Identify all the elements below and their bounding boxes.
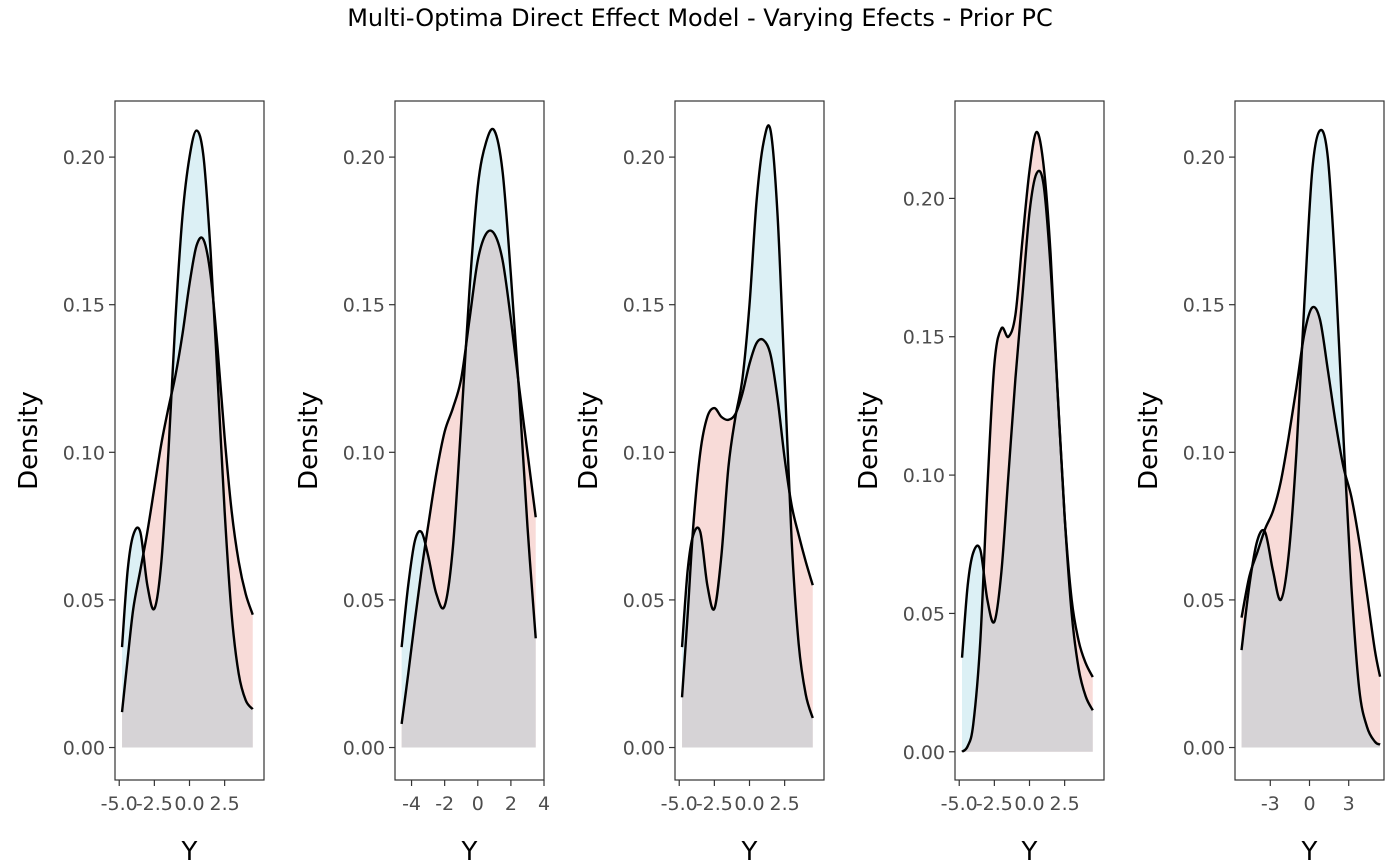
y-tick-label: 0.10 [1183, 442, 1225, 464]
y-axis-label: Density [854, 391, 884, 490]
density-overlap-area [401, 230, 536, 748]
y-tick-label: 0.00 [63, 738, 105, 760]
x-tick-label: 0.0 [1014, 793, 1044, 815]
x-tick-label: -2.5 [136, 793, 173, 815]
y-tick-label: 0.15 [343, 295, 385, 317]
y-tick-label: 0.20 [1183, 147, 1225, 169]
panel-5: 0.00 0.05 0.10 0.15 0.20 -3 0 3 Y Density [1134, 100, 1385, 865]
x-tick-label: 0.0 [734, 793, 764, 815]
x-tick-label: 3 [1343, 793, 1355, 815]
x-axis-label: Y [181, 837, 198, 865]
x-axis-label: Y [1021, 837, 1038, 865]
panel-3: 0.00 0.05 0.10 0.15 0.20 -5.0-2.5 0.0 2.5 Y Densi… [574, 100, 825, 865]
y-tick-label: 0.05 [1183, 590, 1225, 612]
y-tick-label: 0.05 [343, 590, 385, 612]
x-axis-label: Y [741, 837, 758, 865]
y-tick-label: 0.20 [903, 188, 945, 210]
density-line-2 [680, 337, 814, 698]
y-tick-label: 0.20 [63, 147, 105, 169]
x-tick-label: 2.5 [210, 793, 240, 815]
y-axis-label: Density [1134, 391, 1164, 490]
y-tick-label: 0.00 [623, 738, 665, 760]
y-tick-label: 0.00 [343, 738, 385, 760]
panel-2: 0.00 0.05 0.10 0.15 0.20 -4 -2 0 2 4 Y Density [294, 100, 550, 865]
y-tick-label: 0.10 [63, 442, 105, 464]
panel-border [394, 100, 545, 781]
chart-title: Multi-Optima Direct Effect Model - Varyi… [347, 4, 1053, 32]
panel-plot-area [680, 124, 814, 748]
x-tick-label: -5.0 [101, 793, 138, 815]
x-tick-label: 4 [538, 793, 550, 815]
y-tick-label: 0.05 [903, 603, 945, 625]
y-tick-label: 0.15 [623, 295, 665, 317]
y-tick-label: 0.00 [1183, 738, 1225, 760]
y-tick-label: 0.10 [343, 442, 385, 464]
x-tick-label: -5.0 [941, 793, 978, 815]
y-tick-label: 0.15 [63, 295, 105, 317]
x-tick-label: -2.5 [976, 793, 1013, 815]
y-tick-label: 0.10 [623, 442, 665, 464]
y-axis-label: Density [14, 391, 44, 490]
panel-1: 0.00 0.05 0.10 0.15 0.20 -5.0-2.5 0.0 2.5 Y Densi… [14, 100, 265, 865]
y-tick-label: 0.10 [903, 465, 945, 487]
density-line-1 [1240, 128, 1381, 746]
panel-4: 0.00 0.05 0.10 0.15 0.20 -5.0-2.5 0.0 2.5 Y Densi… [854, 100, 1105, 865]
x-tick-label: 2 [505, 793, 517, 815]
x-axis-label: Y [1301, 837, 1318, 865]
x-tick-label: 0.0 [174, 793, 204, 815]
panel-plot-area [400, 127, 537, 748]
x-tick-label: -4 [402, 793, 421, 815]
x-tick-label: 0 [472, 793, 484, 815]
y-tick-label: 0.00 [903, 742, 945, 764]
x-tick-label: 0 [1303, 793, 1315, 815]
density-line-2 [400, 229, 537, 725]
y-tick-label: 0.05 [63, 590, 105, 612]
y-tick-label: 0.20 [343, 147, 385, 169]
y-axis-label: Density [574, 391, 604, 490]
x-tick-label: -5.0 [661, 793, 698, 815]
panel-plot-area [1240, 128, 1382, 748]
panel-plot-area [120, 129, 254, 748]
x-tick-label: -2.5 [696, 793, 733, 815]
x-tick-label: -2 [435, 793, 454, 815]
density-overlap-area [1241, 307, 1381, 748]
x-tick-label: 2.5 [770, 793, 800, 815]
density-line-2 [120, 236, 254, 713]
density-line-1 [680, 124, 814, 719]
x-axis-label: Y [461, 837, 478, 865]
y-tick-label: 0.15 [903, 327, 945, 349]
y-axis-label: Density [294, 391, 324, 490]
y-tick-label: 0.20 [623, 147, 665, 169]
y-tick-label: 0.15 [1183, 295, 1225, 317]
density-line-1 [400, 127, 537, 648]
x-tick-label: 2.5 [1050, 793, 1080, 815]
density-overlap-area [122, 237, 253, 748]
density-line-2 [961, 130, 1094, 753]
x-tick-label: -3 [1261, 793, 1280, 815]
density-line-2 [1240, 305, 1382, 677]
panel-plot-area [960, 130, 1094, 753]
y-tick-label: 0.05 [623, 590, 665, 612]
